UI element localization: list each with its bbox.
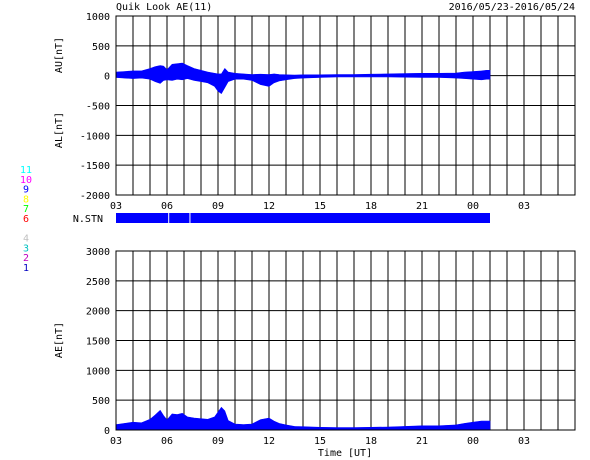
au-al-y-tick-label: -1000 (80, 131, 110, 142)
ae-x-tick-label: 06 (161, 436, 173, 447)
ae-y-tick-label: 2500 (86, 277, 110, 288)
station-legend-item: 9 (23, 185, 29, 196)
au-al-x-tick-label: 06 (161, 201, 173, 212)
nstn-coverage-fill (116, 213, 490, 223)
au-al-x-tick-label: 03 (110, 201, 122, 212)
station-legend-item: 3 (23, 243, 29, 254)
al-axis-label: AL[nT] (54, 112, 65, 148)
ae-x-tick-label: 00 (467, 436, 479, 447)
au-al-y-tick-label: 1000 (86, 12, 110, 23)
au-al-y-tick-label: -1500 (80, 161, 110, 172)
ae-ae-area (115, 406, 491, 431)
ae-x-tick-label: 03 (518, 436, 530, 447)
au-al-y-tick-label: 0 (104, 72, 110, 83)
station-legend-item: 1 (23, 263, 29, 274)
station-legend-item: 5 (23, 224, 29, 235)
date-range: 2016/05/23-2016/05/24 (449, 2, 575, 13)
ae-y-tick-label: 0 (104, 426, 110, 437)
nstn-label: N.STN (73, 214, 103, 225)
station-legend-item: 10 (20, 175, 32, 186)
station-legend-item: 8 (23, 194, 29, 205)
ae-x-tick-label: 15 (314, 436, 326, 447)
au-al-y-tick-label: 500 (92, 42, 110, 53)
au-al-y-tick-label: -500 (86, 102, 110, 113)
au-al-au-al-area (115, 62, 491, 95)
au-al-x-tick-label: 12 (263, 201, 275, 212)
station-legend-item: 2 (23, 253, 29, 264)
ae-x-tick-label: 12 (263, 436, 275, 447)
station-legend-item: 7 (23, 204, 29, 215)
time-axis-label: Time [UT] (318, 448, 372, 459)
ae-y-tick-label: 1500 (86, 337, 110, 348)
ae-x-tick-label: 03 (110, 436, 122, 447)
nstn-coverage-bar (116, 213, 490, 223)
au-al-x-tick-label: 15 (314, 201, 326, 212)
ae-x-tick-label: 21 (416, 436, 428, 447)
ae-x-tick-label: 09 (212, 436, 224, 447)
au-al-x-tick-label: 09 (212, 201, 224, 212)
station-legend-item: 11 (20, 165, 32, 176)
ae-y-tick-label: 1000 (86, 366, 110, 377)
au-axis-label: AU[nT] (54, 37, 65, 73)
chart-title: Quik Look AE(11) (116, 2, 212, 13)
au-al-frame (115, 15, 576, 196)
ae-y-tick-label: 2000 (86, 307, 110, 318)
ae-axis-label: AE[nT] (54, 322, 65, 358)
ae-x-tick-label: 18 (365, 436, 377, 447)
station-legend-item: 6 (23, 214, 29, 225)
ae-frame (115, 250, 576, 431)
station-legend-item: 4 (23, 234, 29, 245)
ae-y-tick-label: 3000 (86, 247, 110, 258)
au-al-x-tick-label: 03 (518, 201, 530, 212)
au-al-x-tick-label: 00 (467, 201, 479, 212)
au-al-x-tick-label: 18 (365, 201, 377, 212)
au-al-x-tick-label: 21 (416, 201, 428, 212)
au-al-y-tick-label: -2000 (80, 191, 110, 202)
ae-y-tick-label: 500 (92, 396, 110, 407)
